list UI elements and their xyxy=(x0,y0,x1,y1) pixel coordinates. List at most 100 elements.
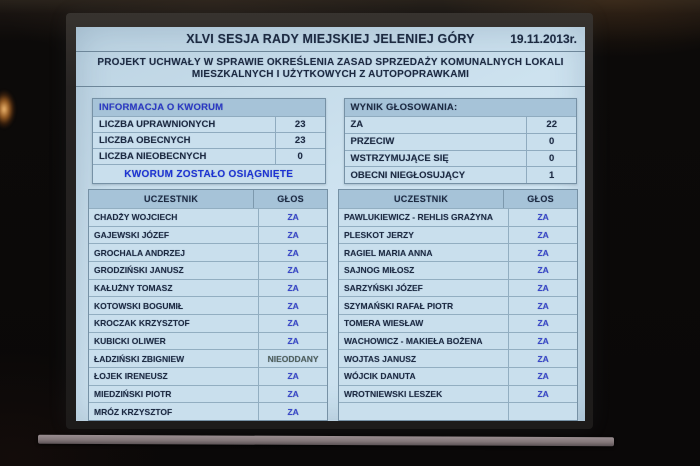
participant-vote: ZA xyxy=(287,212,299,223)
participant-row: GRODZIŃSKI JANUSZ ZA xyxy=(89,261,327,279)
participant-vote: ZA xyxy=(287,230,299,240)
participant-name: SZYMAŃSKI RAFAŁ PIOTR xyxy=(339,297,510,315)
participant-vote: ZA xyxy=(537,353,549,364)
participant-vote: ZA xyxy=(287,265,299,276)
participant-column-header: UCZESTNIK xyxy=(89,190,255,208)
summary-panels: INFORMACJA O KWORUM LICZBA UPRAWNIONYCH 2… xyxy=(92,98,577,184)
quorum-status: KWORUM ZOSTAŁO OSIĄGNIĘTE xyxy=(93,164,325,183)
participant-vote: ZA xyxy=(287,389,299,400)
quorum-row: LICZBA NIEOBECNYCH 0 xyxy=(93,148,325,164)
vote-column-header: GŁOS xyxy=(277,194,304,204)
participant-vote: ZA xyxy=(537,389,549,400)
participant-name: ŁADZIŃSKI ZBIGNIEW xyxy=(89,350,260,368)
quorum-row-label: LICZBA OBECNYCH xyxy=(93,133,276,148)
participant-name: PLESKOT JERZY xyxy=(339,226,510,244)
participant-vote: ZA xyxy=(537,247,549,258)
participant-vote: ZA xyxy=(287,300,299,311)
participant-tables: UCZESTNIK GŁOS CHADŻY WOJCIECH ZA GAJEWSKI… xyxy=(88,189,578,421)
candle-light xyxy=(0,84,25,140)
resolution-subject: PROJEKT UCHWAŁY W SPRAWIE OKREŚLENIA ZAS… xyxy=(76,52,585,87)
quorum-row-value: 23 xyxy=(294,119,306,130)
participant-row: WÓJCIK DANUTA ZA xyxy=(339,367,577,385)
results-row-value: 1 xyxy=(549,169,555,181)
participant-row: MRÓZ KRZYSZTOF ZA xyxy=(89,402,327,421)
participant-vote: ZA xyxy=(537,371,549,382)
projected-slide: XLVI SESJA RADY MIEJSKIEJ JELENIEJ GÓRY … xyxy=(76,27,585,421)
participant-row: PAWLUKIEWICZ - REHLIS GRAŻYNA ZA xyxy=(339,208,577,226)
participant-row: TOMERA WIESŁAW ZA xyxy=(339,314,577,332)
participant-name: WOJTAS JANUSZ xyxy=(339,350,510,368)
participant-row: GROCHALA ANDRZEJ ZA xyxy=(89,243,327,262)
participant-name: ŁOJEK IRENEUSZ xyxy=(89,368,260,385)
quorum-panel-title: INFORMACJA O KWORUM xyxy=(93,99,325,116)
session-title: XLVI SESJA RADY MIEJSKIEJ JELENIEJ GÓRY xyxy=(186,32,475,46)
participant-vote: ZA xyxy=(537,230,549,240)
participant-vote: ZA xyxy=(537,212,549,223)
participant-row: WROTNIEWSKI LESZEK ZA xyxy=(339,384,577,403)
slide-header: XLVI SESJA RADY MIEJSKIEJ JELENIEJ GÓRY … xyxy=(76,27,585,52)
participant-column-header: UCZESTNIK xyxy=(339,190,505,208)
participant-row: PLESKOT JERZY ZA xyxy=(339,225,577,244)
participant-row: WOJTAS JANUSZ ZA xyxy=(339,349,577,368)
participant-vote: ZA xyxy=(537,265,549,276)
participant-row: SARZYŃSKI JÓZEF ZA xyxy=(339,278,577,297)
participant-row: ŁOJEK IRENEUSZ ZA xyxy=(89,367,327,385)
participant-name: KROCZAK KRZYSZTOF xyxy=(89,315,260,332)
participant-row xyxy=(339,402,577,421)
projector-screen-bezel: XLVI SESJA RADY MIEJSKIEJ JELENIEJ GÓRY … xyxy=(66,13,593,429)
participant-name: GRODZIŃSKI JANUSZ xyxy=(89,262,260,279)
results-row: OBECNI NIEGŁOSUJĄCY 1 xyxy=(344,166,576,183)
participant-row: MIEDZIŃSKI PIOTR ZA xyxy=(89,384,327,403)
participant-name: KAŁUŻNY TOMASZ xyxy=(89,279,260,297)
participant-row: RAGIEL MARIA ANNA ZA xyxy=(339,243,577,262)
participant-name: KUBICKI OLIWER xyxy=(89,332,260,350)
results-panel-title: WYNIK GŁOSOWANIA: xyxy=(344,99,576,116)
results-row-label: PRZECIW xyxy=(345,133,528,150)
quorum-row-label: LICZBA NIEOBECNYCH xyxy=(93,149,276,164)
participant-name: KOTOWSKI BOGUMIŁ xyxy=(89,297,260,315)
resolution-subject-line1: PROJEKT UCHWAŁY W SPRAWIE OKREŚLENIA ZAS… xyxy=(97,57,564,68)
participant-name: MRÓZ KRZYSZTOF xyxy=(89,403,260,421)
participant-name: MIEDZIŃSKI PIOTR xyxy=(89,385,260,403)
results-row: WSTRZYMUJĄCE SIĘ 0 xyxy=(344,149,576,167)
participant-vote: ZA xyxy=(537,318,549,329)
participant-vote: ZA xyxy=(287,371,299,382)
participant-vote: ZA xyxy=(537,300,549,311)
results-row-value: 22 xyxy=(546,119,557,131)
participant-vote: ZA xyxy=(287,283,299,294)
participants-table-right: UCZESTNIK GŁOS PAWLUKIEWICZ - REHLIS GRA… xyxy=(338,189,578,421)
participant-name: PAWLUKIEWICZ - REHLIS GRAŻYNA xyxy=(339,209,510,226)
results-row-value: 0 xyxy=(549,152,555,164)
participant-row: WACHOWICZ - MAKIEŁA BOŻENA ZA xyxy=(339,331,577,350)
participant-row: ŁADZIŃSKI ZBIGNIEW NIEODDANY xyxy=(89,349,327,368)
participant-row: CHADŻY WOJCIECH ZA xyxy=(89,208,327,226)
participant-name: TOMERA WIESŁAW xyxy=(339,315,510,332)
results-row-label: WSTRZYMUJĄCE SIĘ xyxy=(345,150,528,167)
vote-column-header: GŁOS xyxy=(527,194,554,204)
participant-row: KUBICKI OLIWER ZA xyxy=(89,331,327,350)
table-header: UCZESTNIK GŁOS xyxy=(89,190,327,208)
participant-name: WROTNIEWSKI LESZEK xyxy=(339,385,510,403)
participant-row: GAJEWSKI JÓZEF ZA xyxy=(89,225,327,244)
resolution-subject-line2: MIESZKALNYCH I UŻYTKOWYCH Z AUTOPOPRAWKA… xyxy=(191,68,470,80)
table-header: UCZESTNIK GŁOS xyxy=(339,190,577,208)
session-date: 19.11.2013r. xyxy=(510,32,577,46)
results-row: PRZECIW 0 xyxy=(344,132,576,150)
participant-vote: ZA xyxy=(537,283,549,294)
participant-vote: NIEODDANY xyxy=(267,353,319,364)
participant-vote: ZA xyxy=(287,247,299,258)
participant-vote: ZA xyxy=(287,336,299,347)
table-body-left: CHADŻY WOJCIECH ZA GAJEWSKI JÓZEF ZA GROCHAL… xyxy=(89,208,327,421)
participant-vote: ZA xyxy=(537,336,549,347)
participant-name: SAJNOG MIŁOSZ xyxy=(339,262,510,279)
participant-name: SARZYŃSKI JÓZEF xyxy=(339,279,510,297)
participant-row: KROCZAK KRZYSZTOF ZA xyxy=(89,314,327,332)
participant-name: WÓJCIK DANUTA xyxy=(339,368,510,385)
table-body-right: PAWLUKIEWICZ - REHLIS GRAŻYNA ZA PLESKOT J… xyxy=(339,208,577,421)
quorum-row-label: LICZBA UPRAWNIONYCH xyxy=(93,117,276,132)
participant-name: GROCHALA ANDRZEJ xyxy=(89,244,260,262)
participant-row: SAJNOG MIŁOSZ ZA xyxy=(339,261,577,279)
results-row: ZA 22 xyxy=(344,116,576,133)
quorum-row: LICZBA UPRAWNIONYCH 23 xyxy=(93,116,325,132)
quorum-rows: LICZBA UPRAWNIONYCH 23 LICZBA OBECNYCH 23 LI… xyxy=(93,116,325,164)
